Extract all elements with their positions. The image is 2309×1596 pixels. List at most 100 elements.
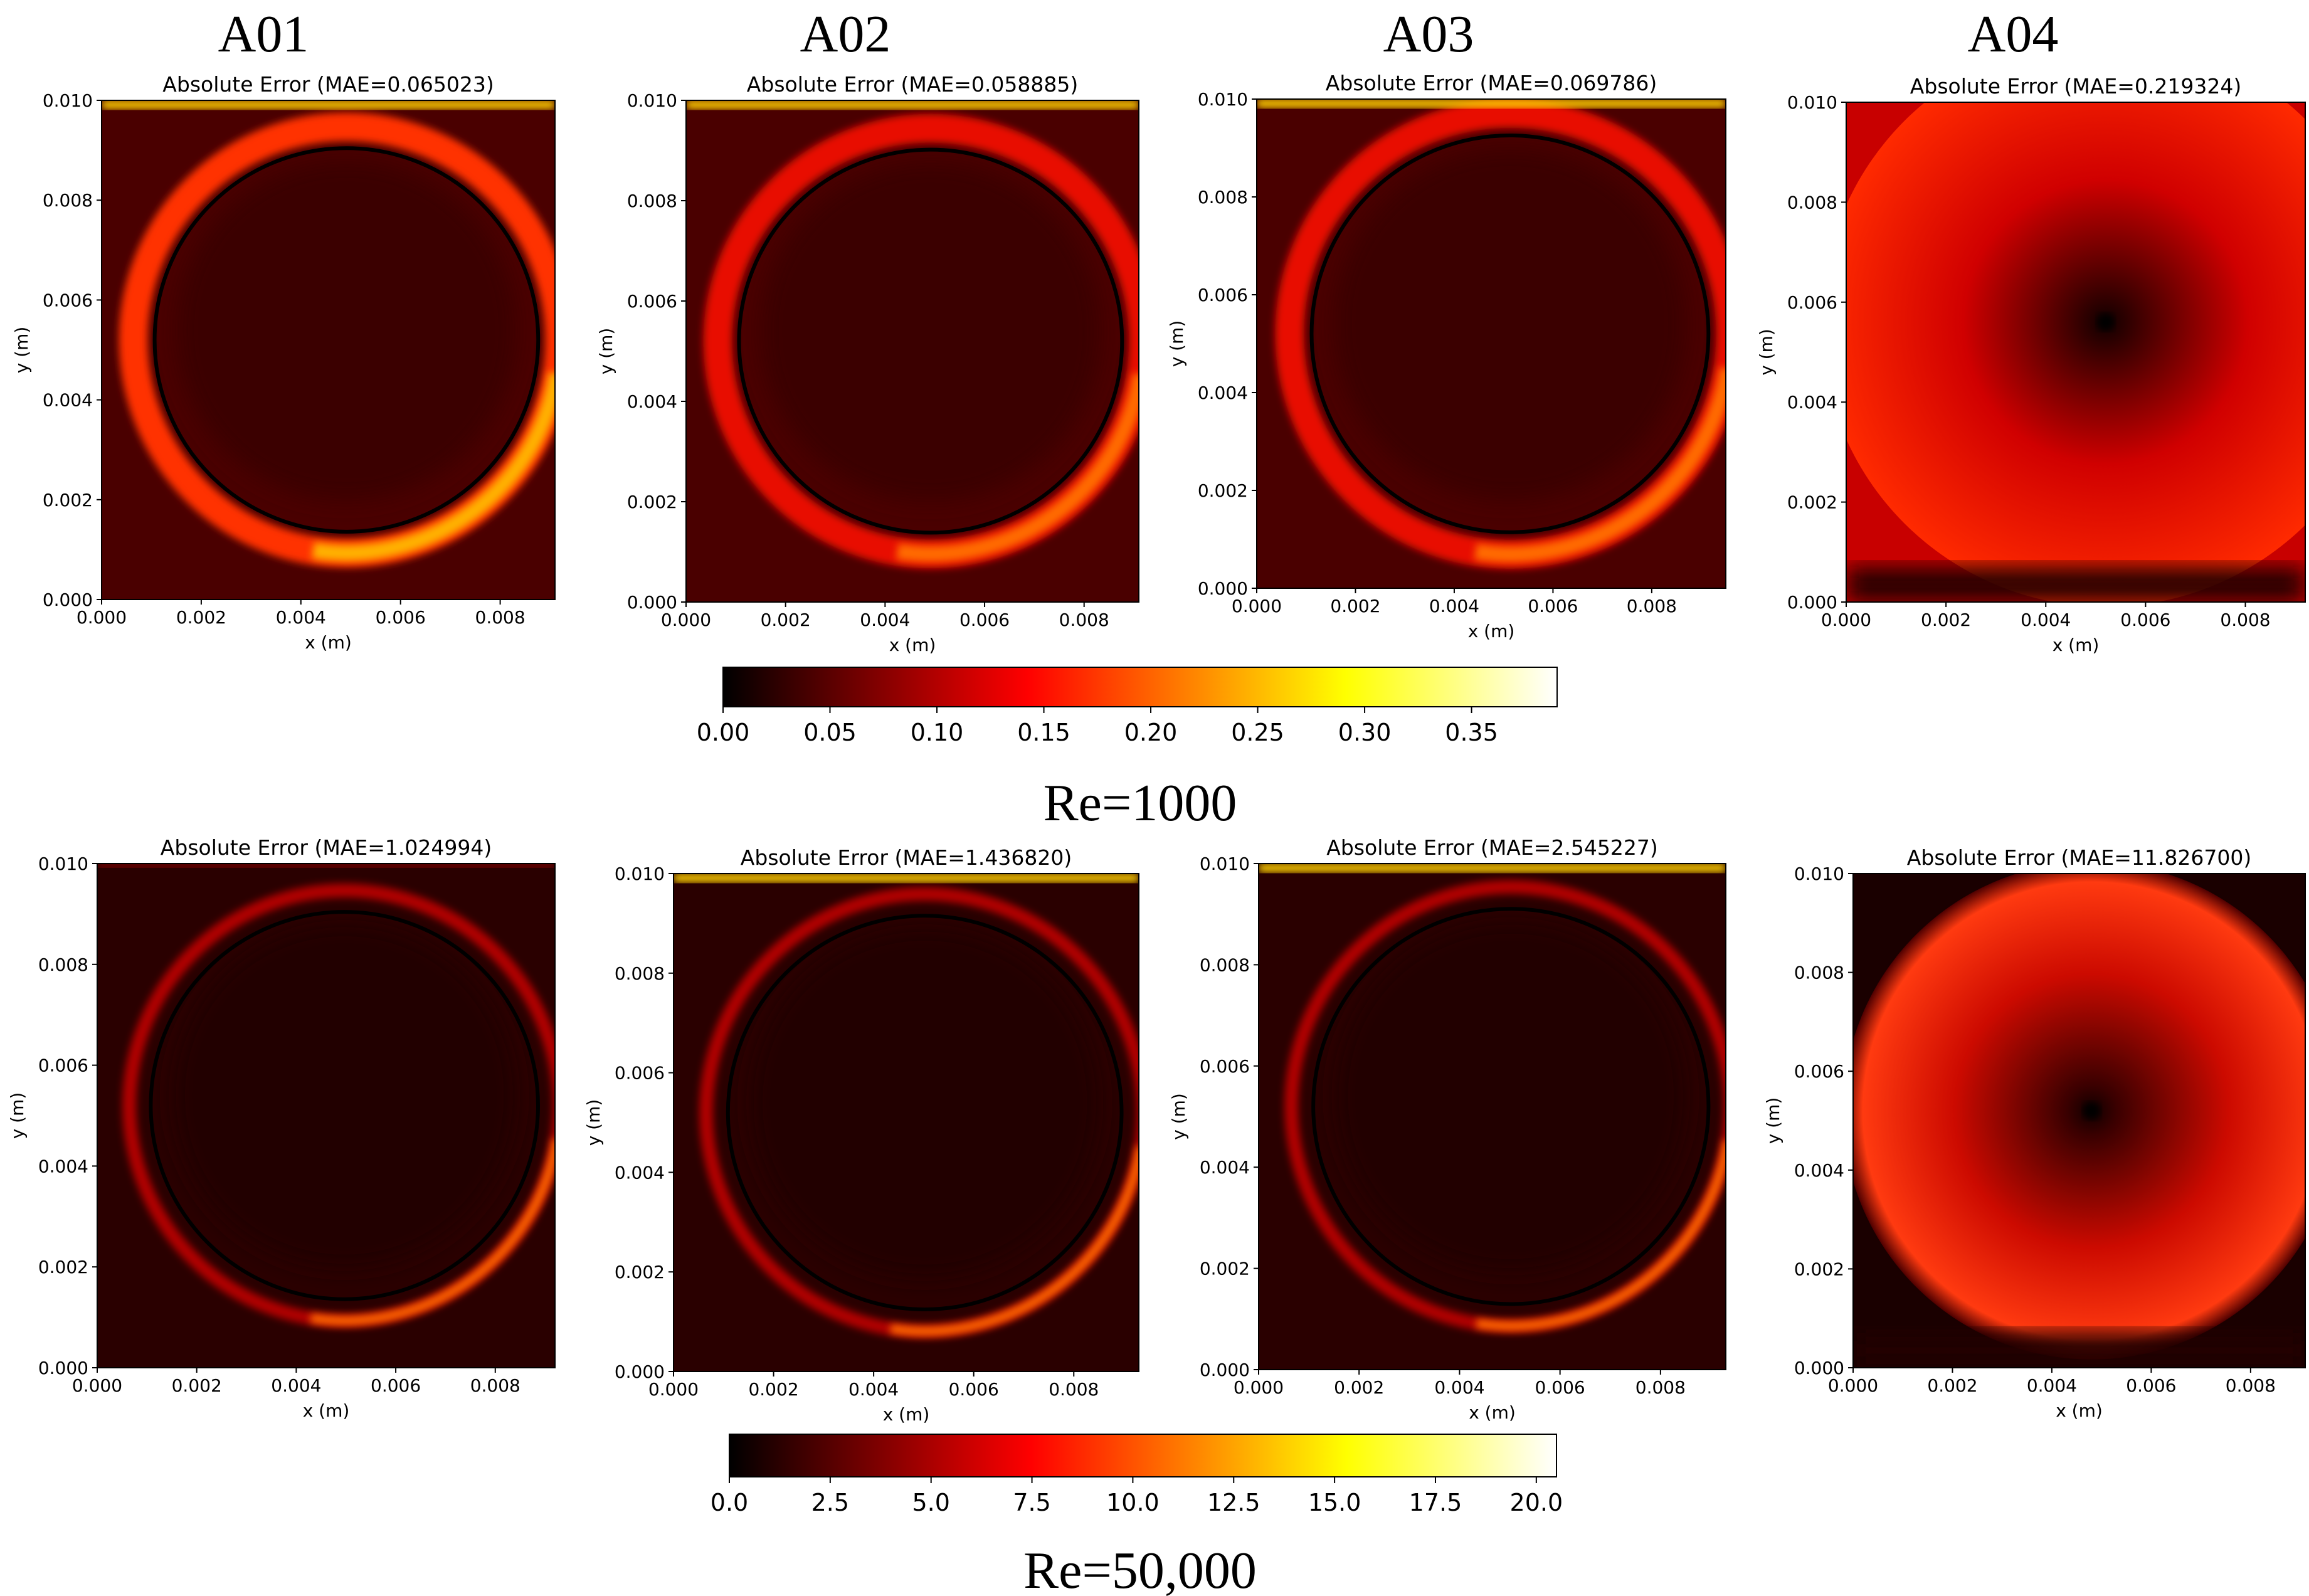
bright-arc xyxy=(312,372,555,561)
bottom-dark-band xyxy=(1846,567,2305,602)
x-tick-label: 0.004 xyxy=(860,610,910,630)
zero-contour xyxy=(152,146,541,534)
x-axis-label: x (m) xyxy=(303,1400,350,1421)
x-tick-label: 0.000 xyxy=(1828,1375,1878,1396)
axes-frame xyxy=(97,863,556,1368)
y-tick-label: 0.000 xyxy=(38,1358,88,1378)
column-header-a04: A04 xyxy=(1968,5,2059,63)
vortex-region xyxy=(1846,102,2305,602)
x-tick-label: 0.008 xyxy=(1627,596,1677,616)
colorbar-re50000-gradient xyxy=(729,1434,1557,1477)
heatmap-panel-6: Absolute Error (MAE=1.436820) 0.000 0.002 0… xyxy=(583,845,1139,1425)
x-axis-label: x (m) xyxy=(305,632,352,653)
y-tick-label: 0.006 xyxy=(1794,1061,1844,1082)
heatmap-panel-1: Absolute Error (MAE=0.065023) 0.000 0.002 0… xyxy=(11,72,556,653)
y-tick-label: 0.008 xyxy=(38,954,88,975)
x-tick-label: 0.000 xyxy=(1234,1377,1284,1398)
colorbar-tick-label: 2.5 xyxy=(811,1489,849,1516)
zero-contour xyxy=(149,910,540,1301)
y-tick-label: 0.000 xyxy=(1794,1358,1844,1378)
y-tick-label: 0.000 xyxy=(1200,1360,1250,1380)
x-tick-label: 0.002 xyxy=(176,607,226,628)
panel-title: Absolute Error (MAE=1.436820) xyxy=(741,845,1072,870)
heatmap-panel-2: Absolute Error (MAE=0.058885) 0.000 0.002 0… xyxy=(596,72,1139,655)
inner-region xyxy=(1335,921,1687,1272)
row-label-re50000: Re=50,000 xyxy=(1023,1541,1257,1596)
axes-frame xyxy=(101,100,556,600)
column-header-a03: A03 xyxy=(1383,5,1474,63)
x-tick-label: 0.006 xyxy=(1535,1377,1585,1398)
y-tick-label: 0.002 xyxy=(1787,492,1837,513)
x-tick-label: 0.008 xyxy=(1635,1377,1686,1398)
panel-title: Absolute Error (MAE=2.545227) xyxy=(1326,835,1657,860)
x-tick-label: 0.008 xyxy=(470,1375,520,1396)
colorbar-tick-label: 0.10 xyxy=(911,719,964,746)
row-label-re1000: Re=1000 xyxy=(1044,774,1237,832)
x-tick-label: 0.000 xyxy=(77,607,127,628)
lid-error-band xyxy=(102,100,555,109)
x-tick-label: 0.004 xyxy=(2021,610,2071,630)
x-tick-label: 0.006 xyxy=(959,610,1010,630)
y-tick-label: 0.004 xyxy=(1198,383,1248,403)
column-header-a01: A01 xyxy=(218,5,309,63)
x-tick-label: 0.002 xyxy=(1927,1375,1977,1396)
colorbar-tick-label: 0.15 xyxy=(1017,719,1070,746)
x-tick-label: 0.006 xyxy=(1528,596,1578,616)
y-tick-label: 0.008 xyxy=(1794,963,1844,983)
inner-region xyxy=(1333,147,1687,501)
x-tick-label: 0.006 xyxy=(949,1379,999,1400)
zero-contour xyxy=(737,147,1124,535)
x-axis-label: x (m) xyxy=(889,635,936,655)
y-axis-label: y (m) xyxy=(1763,1097,1783,1144)
column-header-a02: A02 xyxy=(800,5,891,63)
colorbar-tick-label: 0.35 xyxy=(1445,719,1498,746)
heatmap-field xyxy=(1257,99,1726,588)
panel-title: Absolute Error (MAE=11.826700) xyxy=(1907,845,2251,870)
y-axis-label: y (m) xyxy=(1168,1093,1189,1140)
y-tick-label: 0.008 xyxy=(1198,187,1248,208)
heatmap-field xyxy=(1846,102,2305,602)
axes-frame xyxy=(1258,863,1726,1370)
panel-title: Absolute Error (MAE=0.065023) xyxy=(162,72,494,97)
axes-frame xyxy=(673,873,1139,1372)
y-tick-label: 0.008 xyxy=(1200,954,1250,975)
panel-title: Absolute Error (MAE=0.069786) xyxy=(1326,71,1657,95)
colorbar-tick-label: 0.30 xyxy=(1338,719,1392,746)
heatmap-panel-4: Absolute Error (MAE=0.219324) 0.000 0.002 0… xyxy=(1756,74,2306,655)
y-tick-label: 0.008 xyxy=(615,963,665,984)
y-tick-label: 0.000 xyxy=(43,589,93,610)
heatmap-panels: Absolute Error (MAE=0.065023) 0.000 0.002 0… xyxy=(7,71,2306,1425)
x-tick-label: 0.000 xyxy=(661,610,711,630)
axes-frame xyxy=(1846,102,2306,603)
y-tick-label: 0.004 xyxy=(615,1162,665,1183)
lid-error-band xyxy=(686,100,1139,109)
colorbar-tick-label: 5.0 xyxy=(912,1489,949,1516)
bright-arc xyxy=(1474,367,1726,563)
y-tick-label: 0.010 xyxy=(1200,853,1250,874)
y-tick-label: 0.000 xyxy=(615,1361,665,1382)
x-tick-label: 0.006 xyxy=(2126,1375,2176,1396)
colorbar-re50000-ticks: 0.0 2.5 5.0 7.5 10.0 12.5 15.0 17.5 20.0 xyxy=(711,1477,1563,1516)
zero-contour xyxy=(726,914,1124,1311)
x-axis-label: x (m) xyxy=(883,1404,930,1425)
x-tick-label: 0.004 xyxy=(271,1375,321,1396)
x-tick-label: 0.008 xyxy=(1049,1379,1099,1400)
zero-contour xyxy=(1311,907,1711,1306)
y-tick-label: 0.004 xyxy=(38,1156,88,1176)
heatmap-field xyxy=(1259,864,1726,1370)
x-tick-label: 0.002 xyxy=(748,1379,798,1400)
y-tick-label: 0.010 xyxy=(1794,864,1844,884)
y-tick-label: 0.002 xyxy=(1198,480,1248,501)
y-tick-label: 0.006 xyxy=(43,290,93,310)
x-tick-label: 0.006 xyxy=(2120,610,2170,630)
axes-frame xyxy=(1852,873,2306,1368)
colorbar-tick-label: 10.0 xyxy=(1106,1489,1160,1516)
y-tick-label: 0.004 xyxy=(627,391,677,412)
x-tick-label: 0.004 xyxy=(1434,1377,1484,1398)
inner-region xyxy=(749,927,1100,1278)
axes-frame xyxy=(1256,98,1726,589)
colorbar-tick-label: 20.0 xyxy=(1510,1489,1563,1516)
colorbar-tick-label: 0.0 xyxy=(711,1489,748,1516)
panel-title: Absolute Error (MAE=1.024994) xyxy=(161,835,492,860)
